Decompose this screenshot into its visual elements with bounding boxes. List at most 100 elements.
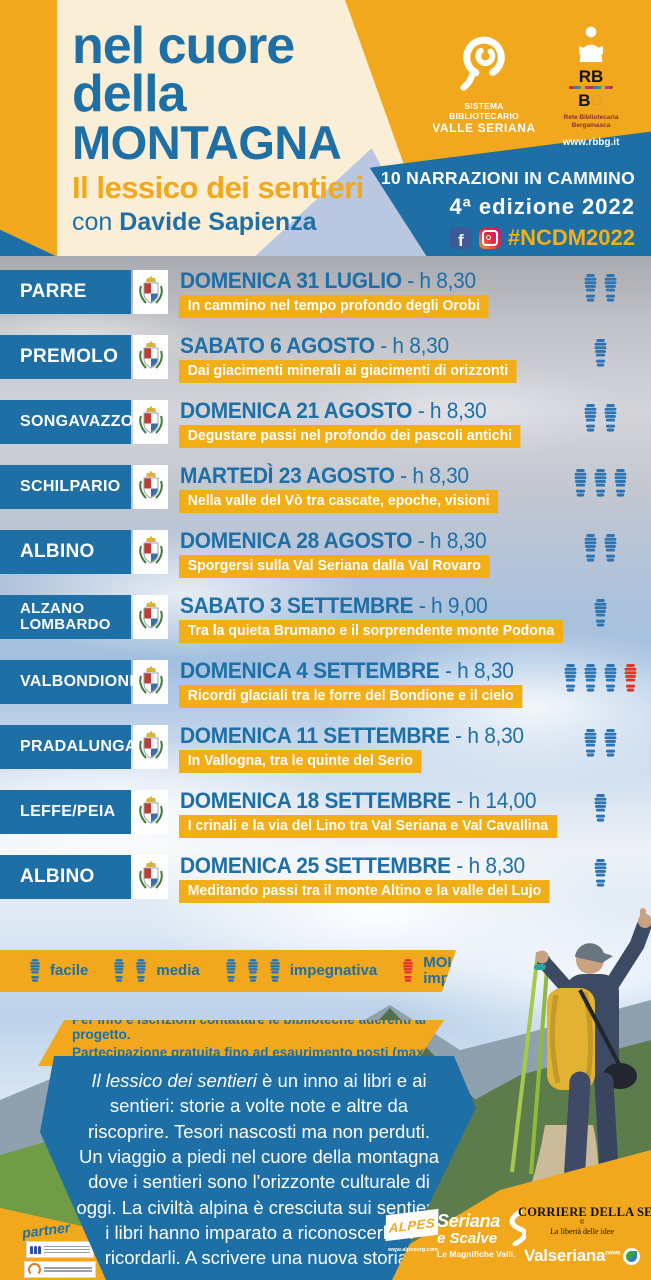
fondazione-logo-icon — [30, 1245, 41, 1254]
event-date: DOMENICA 31 LUGLIO — [180, 268, 402, 293]
footprint-icon — [604, 534, 616, 562]
crest-icon — [138, 861, 163, 889]
footprint-icon — [584, 664, 596, 692]
corriere-tagline: La libertà delle idee — [550, 1227, 614, 1236]
rb-caption: Rete Bibliotecaria Bergamasca — [547, 114, 635, 129]
reader-icon — [579, 26, 603, 62]
sb-logo-line1: SISTEMA BIBLIOTECARIO — [449, 101, 519, 121]
event-difficulty — [552, 859, 648, 888]
event-difficulty — [552, 599, 648, 628]
rb-letters: RB — [578, 67, 604, 86]
corriere-title: CORRIERE DELLA SERA — [518, 1205, 651, 1219]
valseriana-text: Valseriananews — [524, 1246, 620, 1266]
legend-label: impegnativa — [289, 961, 378, 979]
event-difficulty — [552, 794, 648, 823]
partner-logo-icon — [28, 1263, 41, 1276]
footprint-icon — [624, 664, 636, 692]
valseriana-news-logo: Valseriananews — [524, 1246, 641, 1266]
event-location: PREMOLO — [0, 335, 131, 379]
event-date: DOMENICA 25 SETTEMBRE — [180, 853, 451, 878]
municipal-crest — [133, 465, 168, 509]
municipal-crest — [133, 335, 168, 379]
event-description: Meditando passi tra il monte Altino e la… — [179, 880, 550, 903]
seriana-line1: Seriana — [437, 1211, 500, 1231]
event-time: - h 8,30 — [450, 853, 525, 878]
legend-item: impegnativa — [224, 959, 378, 983]
event-location: LEFFE/PEIA — [0, 790, 131, 834]
legend-label: facile — [50, 961, 89, 979]
event-difficulty — [552, 339, 648, 368]
crest-icon — [138, 471, 163, 499]
sb-logo-line2: VALLE SERIANA — [432, 121, 536, 135]
municipal-crest — [133, 595, 168, 639]
event-row: PREMOLO SABATO 6 AGOSTO - h 8,30 Dai gia… — [0, 328, 651, 393]
event-row: ALBINO DOMENICA 25 SETTEMBRE - h 8,30 Me… — [0, 848, 651, 913]
event-difficulty — [552, 729, 648, 758]
footprint-icon — [594, 794, 606, 822]
difficulty-legend: facilemediaimpegnativaMOLTOimpegativa — [0, 950, 456, 992]
event-description: Dai giacimenti minerali ai giacimenti di… — [179, 360, 517, 383]
event-time: - h 8,30 — [449, 723, 524, 748]
about-lead: Il lessico dei sentieri — [91, 1070, 257, 1091]
event-location: VALBONDIONE — [0, 660, 140, 704]
bg-letters: BG — [547, 91, 635, 111]
footprint-icon — [28, 959, 42, 983]
crest-icon — [138, 276, 163, 304]
event-date-line: DOMENICA 18 SETTEMBRE - h 14,00 — [180, 788, 537, 814]
footprint-icon — [594, 339, 606, 367]
municipal-crest — [133, 530, 168, 574]
event-date-line: DOMENICA 31 LUGLIO - h 8,30 — [180, 268, 476, 294]
legend-label: media — [156, 961, 200, 979]
crest-icon — [138, 406, 163, 434]
partner-card-2 — [24, 1261, 96, 1278]
event-difficulty — [552, 274, 648, 303]
event-date: SABATO 3 SETTEMBRE — [180, 593, 414, 618]
event-date-line: DOMENICA 11 SETTEMBRE - h 8,30 — [180, 723, 524, 749]
banner-social-row: f #NCDM2022 — [381, 225, 635, 251]
event-row: VALBONDIONE DOMENICA 4 SETTEMBRE - h 8,3… — [0, 653, 651, 718]
event-time: - h 8,30 — [374, 333, 449, 358]
edition-banner: 10 NARRAZIONI IN CAMMINO 4ª edizione 202… — [381, 168, 635, 251]
about-body: è un inno ai libri e ai sentieri: storie… — [76, 1070, 442, 1269]
event-description: Degustare passi nel profondo dei pascoli… — [179, 425, 521, 448]
event-date: DOMENICA 28 AGOSTO — [180, 528, 413, 553]
event-date: DOMENICA 18 SETTEMBRE — [180, 788, 451, 813]
author-name: Davide Sapienza — [119, 208, 317, 237]
event-date-line: DOMENICA 21 AGOSTO - h 8,30 — [180, 398, 487, 424]
event-time: - h 14,00 — [450, 788, 537, 813]
municipal-crest — [133, 855, 168, 899]
footprint-icon — [594, 859, 606, 887]
event-difficulty — [552, 469, 648, 498]
event-location: SONGAVAZZO — [0, 400, 133, 444]
event-description: In cammino nel tempo profondo degli Orob… — [179, 295, 489, 318]
rb-color-dots — [569, 86, 613, 90]
spiral-logo-icon — [460, 36, 505, 91]
municipal-crest — [133, 790, 168, 834]
municipal-crest — [133, 400, 168, 444]
rb-url: www.rbbg.it — [562, 137, 620, 149]
crest-icon — [138, 731, 163, 759]
header: nel cuore della MONTAGNA Il lessico dei … — [0, 0, 651, 258]
event-date: MARTEDÌ 23 AGOSTO — [180, 463, 395, 488]
footprint-icon — [584, 404, 596, 432]
event-date: DOMENICA 21 AGOSTO — [180, 398, 413, 423]
title-line2: della — [72, 65, 186, 124]
footprint-icon — [112, 959, 126, 983]
event-description: In Vallogna, tra le quinte del Serio — [179, 750, 422, 773]
municipal-crest — [133, 270, 168, 314]
event-row: PARRE DOMENICA 31 LUGLIO - h 8,30 In cam… — [0, 263, 651, 328]
event-description: Tra la quieta Brumano e il sorprendente … — [179, 620, 563, 643]
banner-narrazioni: 10 NARRAZIONI IN CAMMINO — [380, 168, 635, 188]
event-location: ALBINO — [0, 855, 131, 899]
event-row: LEFFE/PEIA DOMENICA 18 SETTEMBRE - h 14,… — [0, 783, 651, 848]
bg-letter-g: G — [590, 91, 604, 111]
crest-icon — [138, 601, 163, 629]
footprint-icon — [564, 664, 576, 692]
footprint-icon — [604, 404, 616, 432]
legend-item: facile — [28, 959, 88, 983]
footprint-icon — [604, 664, 616, 692]
poster-subtitle: Il lessico dei sentieri — [72, 170, 364, 206]
footprint-icon — [134, 959, 148, 983]
event-description: I crinali e la via del Lino tra Val Seri… — [179, 815, 557, 838]
